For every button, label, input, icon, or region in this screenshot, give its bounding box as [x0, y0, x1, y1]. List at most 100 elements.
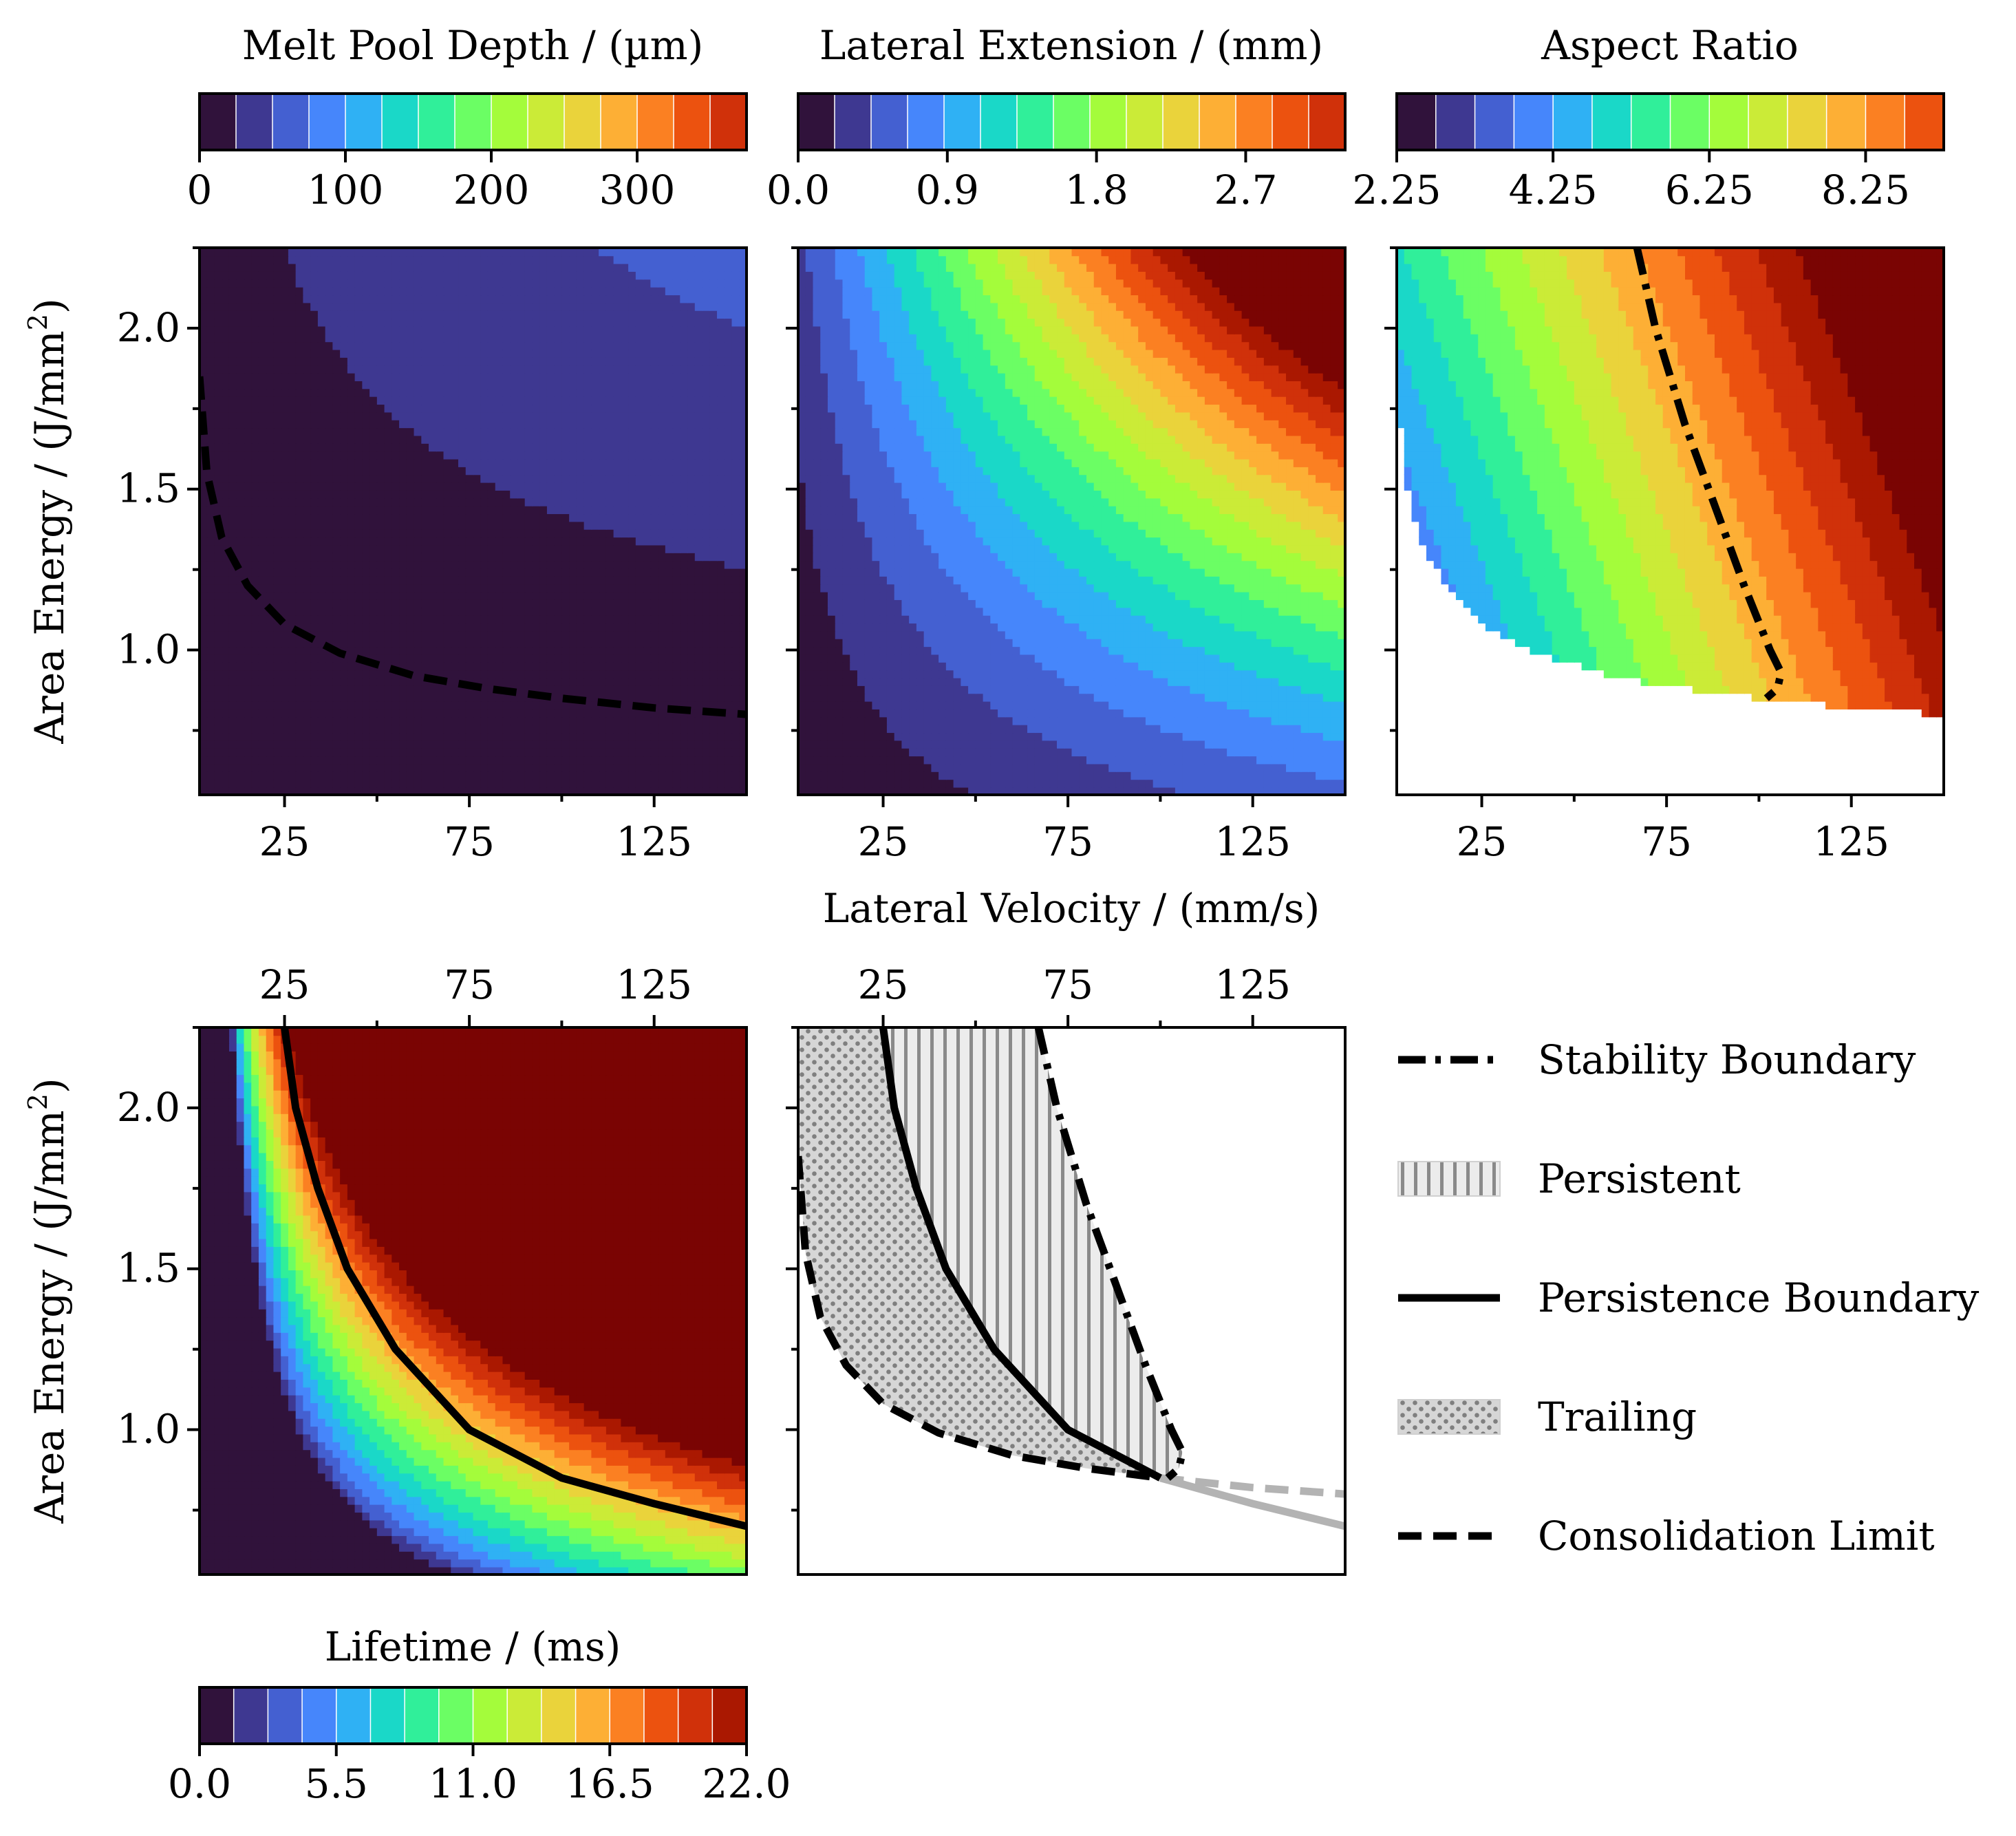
depth-heatmap-cell [222, 568, 230, 577]
depth-heatmap-cell [473, 544, 482, 553]
depth-heatmap-cell [554, 381, 563, 389]
depth-heatmap-cell [709, 623, 718, 632]
depth-heatmap-cell [702, 638, 711, 648]
depth-heatmap-cell [554, 630, 563, 639]
depth-heatmap-cell [605, 521, 614, 530]
depth-heatmap-cell [724, 451, 733, 460]
depth-heatmap-cell [724, 529, 733, 538]
depth-heatmap-cell [429, 756, 437, 765]
depth-heatmap-cell [524, 521, 533, 530]
depth-heatmap-cell [724, 372, 733, 381]
depth-heatmap-cell [724, 505, 733, 515]
depth-heatmap-cell [376, 747, 385, 757]
depth-heatmap-cell [354, 333, 363, 343]
depth-heatmap-cell [451, 333, 459, 343]
depth-heatmap-cell [487, 615, 496, 624]
depth-heatmap-cell [687, 396, 696, 405]
depth-heatmap-cell [222, 357, 230, 366]
depth-heatmap-cell [480, 295, 489, 303]
colorbar-aspect-tick-label: 4.25 [1509, 167, 1598, 213]
depth-heatmap-cell [332, 607, 341, 616]
depth-heatmap-cell [295, 740, 304, 749]
depth-heatmap-cell [206, 584, 215, 593]
depth-heatmap-cell [473, 599, 482, 608]
depth-heatmap-cell [665, 341, 674, 350]
depth-heatmap-cell [561, 552, 570, 562]
depth-heatmap-cell [487, 537, 496, 546]
depth-heatmap-cell [303, 552, 312, 562]
depth-heatmap-cell [200, 584, 208, 593]
depth-heatmap-cell [628, 732, 636, 741]
depth-heatmap-cell [258, 310, 267, 319]
depth-heatmap-cell [429, 638, 437, 648]
depth-heatmap-cell [429, 482, 437, 491]
depth-heatmap-cell [524, 670, 533, 679]
depth-heatmap-cell [480, 709, 489, 718]
depth-heatmap-cell [650, 357, 658, 366]
depth-heatmap-cell [635, 349, 644, 358]
depth-heatmap-cell [510, 365, 518, 374]
depth-heatmap-cell [576, 701, 585, 709]
depth-heatmap-cell [554, 677, 563, 686]
depth-heatmap-cell [613, 756, 622, 765]
depth-heatmap-cell [687, 505, 696, 515]
depth-heatmap-cell [222, 279, 230, 288]
depth-heatmap-cell [317, 724, 326, 734]
depth-heatmap-cell [376, 544, 385, 553]
depth-heatmap-cell [613, 576, 622, 585]
depth-heatmap-cell [599, 779, 607, 788]
depth-heatmap-cell [214, 630, 223, 639]
depth-heatmap-cell [303, 521, 312, 530]
depth-heatmap-cell [672, 498, 681, 506]
depth-heatmap-cell [281, 505, 289, 515]
depth-heatmap-cell [451, 623, 459, 632]
depth-heatmap-cell [687, 701, 696, 709]
depth-heatmap-cell [605, 560, 614, 569]
depth-heatmap-cell [613, 685, 622, 694]
depth-heatmap-cell [325, 787, 334, 795]
depth-heatmap-cell [739, 591, 747, 600]
depth-heatmap-cell [561, 412, 570, 420]
depth-heatmap-cell [643, 318, 652, 327]
depth-heatmap-cell [532, 763, 541, 772]
depth-heatmap-cell [406, 467, 415, 476]
depth-heatmap-cell [310, 435, 319, 444]
depth-heatmap-cell [414, 615, 422, 624]
depth-heatmap-cell [399, 763, 407, 772]
depth-heatmap-cell [517, 490, 526, 499]
depth-heatmap-cell [244, 560, 253, 569]
depth-heatmap-cell [281, 381, 289, 389]
depth-heatmap-cell [421, 701, 429, 709]
depth-heatmap-cell [384, 584, 393, 593]
depth-heatmap-cell [650, 654, 658, 663]
depth-heatmap-cell [702, 365, 711, 374]
depth-heatmap-cell [465, 521, 474, 530]
depth-heatmap-cell [273, 701, 282, 709]
depth-heatmap-cell [303, 427, 312, 436]
depth-heatmap-cell [317, 685, 326, 694]
depth-heatmap-cell [643, 740, 652, 749]
depth-heatmap-cell [687, 709, 696, 718]
depth-heatmap-cell [340, 771, 348, 780]
depth-heatmap-cell [495, 419, 504, 429]
depth-heatmap-cell [295, 787, 304, 795]
depth-heatmap-cell [561, 537, 570, 546]
depth-heatmap-cell [451, 286, 459, 296]
depth-heatmap-cell [724, 599, 733, 608]
depth-heatmap-cell [310, 670, 319, 679]
depth-heatmap-cell [739, 341, 747, 350]
depth-heatmap-cell [392, 333, 400, 343]
depth-heatmap-cell [576, 529, 585, 538]
depth-heatmap-cell [739, 521, 747, 530]
depth-heatmap-cell [451, 451, 459, 460]
depth-heatmap-cell [206, 318, 215, 327]
depth-heatmap-cell [258, 724, 267, 734]
depth-heatmap-cell [599, 310, 607, 319]
depth-heatmap-cell [621, 295, 629, 303]
depth-heatmap-cell [495, 591, 504, 600]
depth-heatmap-cell [702, 302, 711, 311]
depth-heatmap-cell [717, 576, 725, 585]
depth-heatmap-cell [576, 661, 585, 671]
depth-heatmap-cell [687, 521, 696, 530]
depth-heatmap-cell [369, 490, 378, 499]
